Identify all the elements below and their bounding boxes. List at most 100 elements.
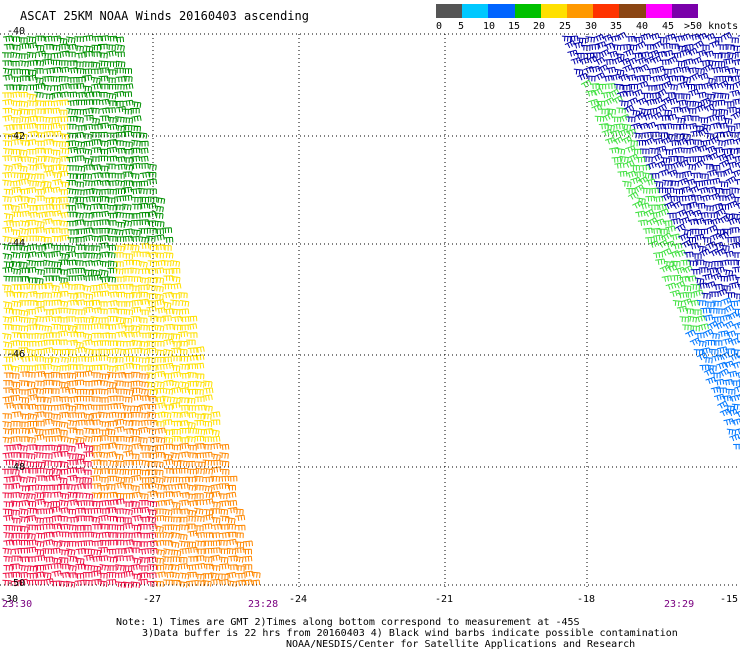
wind-barb bbox=[35, 532, 46, 539]
wind-barb bbox=[17, 235, 28, 242]
wind-barb bbox=[163, 388, 174, 395]
wind-barb bbox=[643, 208, 655, 217]
wind-barb bbox=[74, 202, 85, 209]
wind-barb bbox=[646, 67, 657, 75]
wind-barb bbox=[19, 139, 30, 147]
wind-barb bbox=[243, 570, 254, 577]
wind-barb bbox=[179, 363, 189, 370]
wind-barb bbox=[605, 124, 615, 131]
wind-barb bbox=[694, 332, 705, 339]
wind-barb bbox=[82, 324, 93, 330]
wind-barb bbox=[706, 77, 716, 85]
wind-barb bbox=[591, 87, 603, 96]
wind-barb bbox=[82, 284, 92, 292]
wind-barb bbox=[719, 204, 730, 210]
wind-barb bbox=[3, 213, 14, 220]
lat-label-46: -46 bbox=[7, 349, 26, 360]
wind-barb bbox=[186, 412, 197, 419]
wind-barb bbox=[226, 531, 237, 538]
wind-barb bbox=[649, 187, 659, 194]
wind-barb bbox=[50, 395, 61, 402]
wind-barb bbox=[717, 346, 728, 354]
wind-barb bbox=[130, 147, 141, 154]
wind-barb bbox=[683, 156, 694, 163]
wind-barb bbox=[187, 332, 198, 339]
wind-barb bbox=[693, 349, 704, 356]
wind-barb bbox=[106, 180, 117, 187]
wind-barb bbox=[178, 580, 188, 588]
wind-barb bbox=[129, 172, 140, 180]
wind-barb bbox=[693, 159, 705, 168]
wind-barb bbox=[187, 315, 198, 322]
wind-barb bbox=[26, 340, 37, 347]
wind-barb bbox=[731, 169, 740, 177]
wind-barb bbox=[82, 572, 93, 578]
wind-barb bbox=[27, 211, 38, 218]
wind-barb bbox=[75, 419, 86, 426]
wind-barb bbox=[644, 98, 655, 106]
legend-label: 0 bbox=[436, 21, 443, 32]
wind-barb bbox=[178, 411, 189, 418]
wind-barb bbox=[3, 501, 13, 508]
wind-barb bbox=[43, 275, 53, 282]
wind-barb bbox=[11, 138, 22, 146]
wind-barb bbox=[59, 549, 69, 556]
wind-barb bbox=[11, 525, 22, 532]
wind-barb bbox=[2, 243, 12, 251]
wind-barb bbox=[599, 108, 609, 115]
wind-barb bbox=[641, 131, 652, 139]
wind-barb bbox=[99, 429, 110, 435]
wind-barb bbox=[163, 531, 173, 539]
wind-barb bbox=[130, 285, 140, 292]
wind-barb bbox=[656, 145, 667, 153]
wind-barb bbox=[66, 283, 76, 291]
wind-barb bbox=[49, 308, 60, 315]
wind-barb bbox=[115, 76, 126, 83]
wind-barb bbox=[611, 116, 622, 123]
wind-barb bbox=[163, 491, 174, 498]
wind-barb bbox=[734, 202, 740, 209]
wind-barb bbox=[2, 133, 13, 140]
wind-barb bbox=[98, 435, 109, 442]
wind-barb bbox=[107, 395, 118, 402]
wind-barb bbox=[187, 546, 198, 553]
wind-barb bbox=[699, 248, 711, 257]
wind-barb bbox=[59, 387, 70, 393]
wind-barb bbox=[676, 45, 686, 52]
wind-barb bbox=[2, 492, 12, 499]
wind-barb bbox=[67, 67, 79, 74]
wind-barb bbox=[17, 332, 28, 339]
wind-barb bbox=[82, 531, 93, 538]
wind-barb bbox=[91, 68, 102, 75]
wind-barb bbox=[611, 44, 622, 51]
wind-barb bbox=[66, 405, 77, 412]
wind-barb bbox=[82, 269, 93, 276]
wind-barb bbox=[107, 515, 117, 522]
wind-barb bbox=[107, 565, 117, 571]
wind-barb bbox=[721, 148, 732, 155]
wind-barb bbox=[82, 339, 93, 346]
wind-barb bbox=[82, 173, 92, 180]
wind-barb bbox=[139, 277, 149, 284]
wind-barb bbox=[26, 524, 36, 531]
wind-barb bbox=[163, 268, 173, 275]
wind-barb bbox=[154, 244, 165, 251]
wind-barb bbox=[672, 147, 683, 154]
wind-barb bbox=[139, 268, 150, 275]
wind-barb bbox=[138, 187, 148, 195]
wind-barb bbox=[162, 356, 172, 363]
wind-barb bbox=[35, 420, 45, 427]
wind-barb bbox=[66, 165, 77, 171]
wind-barb bbox=[106, 579, 117, 586]
wind-barb bbox=[585, 36, 595, 43]
wind-barb bbox=[43, 332, 54, 339]
wind-barb bbox=[91, 139, 102, 145]
wind-barb bbox=[66, 245, 76, 252]
wind-barb bbox=[11, 547, 23, 555]
wind-barb bbox=[91, 291, 102, 298]
wind-barb bbox=[123, 253, 133, 260]
wind-barb bbox=[162, 283, 172, 290]
wind-barb bbox=[210, 508, 220, 514]
wind-barb bbox=[33, 292, 44, 299]
wind-barb bbox=[42, 84, 52, 92]
